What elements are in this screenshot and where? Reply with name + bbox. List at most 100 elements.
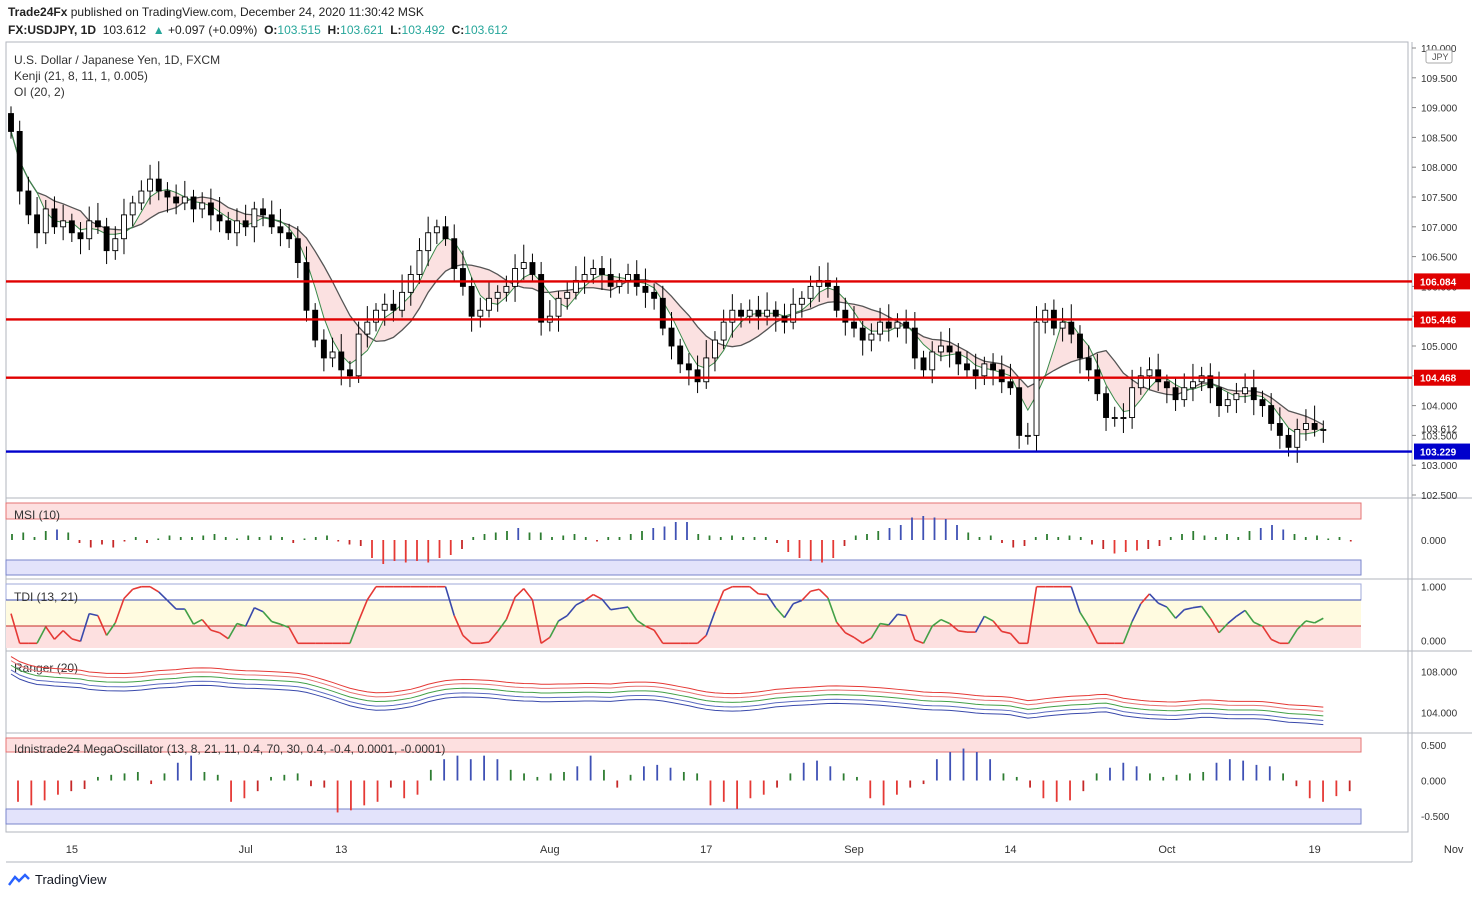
candle-body — [329, 351, 336, 359]
publisher-name[interactable]: Trade24Fx — [8, 5, 68, 19]
candle-body — [929, 351, 936, 371]
time-tick-label: Nov — [1444, 844, 1464, 856]
pane-tick-label: 0.000 — [1421, 536, 1446, 547]
tdi-line-segment — [123, 588, 134, 600]
candle-body — [138, 190, 145, 204]
tdi-line-segment — [1192, 605, 1202, 609]
candle-body — [25, 190, 32, 216]
symbol-label[interactable]: FX:USDJPY, 1D — [8, 23, 97, 37]
candle-body — [1207, 375, 1214, 389]
time-tick-label: 15 — [66, 844, 78, 856]
candle-body — [677, 345, 684, 365]
candle-body — [164, 190, 171, 198]
tdi-line-segment — [1079, 611, 1090, 627]
tdi-line-segment — [227, 623, 238, 640]
tdi-line-segment — [158, 591, 168, 602]
candle-body — [1094, 369, 1101, 395]
tdi-line-segment — [1305, 620, 1315, 624]
candle-body — [286, 232, 293, 240]
tdi-line-segment — [523, 588, 534, 601]
tdi-line-segment — [610, 607, 620, 611]
chart-labels: U.S. Dollar / Japanese Yen, 1D, FXCM Kenj… — [14, 53, 1464, 856]
tdi-line-segment — [836, 621, 846, 634]
pane-title: MSI (10) — [14, 508, 60, 522]
candle-body — [303, 262, 310, 311]
msi-pane[interactable]: MSI (10) — [5, 502, 1362, 576]
tdi-line-segment — [627, 606, 638, 621]
tdi-line-segment — [914, 639, 924, 645]
tdi-line-segment — [280, 623, 290, 629]
tdi-line-segment — [1166, 606, 1177, 619]
candle-body — [946, 345, 953, 353]
candle-body — [1129, 387, 1136, 418]
candle-body — [807, 285, 814, 299]
tdi-line-segment — [1287, 629, 1298, 644]
candle-body — [1181, 387, 1188, 401]
tdi-line-segment — [1235, 609, 1246, 617]
tdi-line-segment — [480, 641, 490, 645]
tdi-line-segment — [844, 632, 855, 639]
tdi-line-segment — [549, 620, 560, 638]
candle-body — [451, 238, 458, 269]
candle-body — [642, 285, 649, 293]
pane-tick-label: 104.000 — [1421, 709, 1458, 720]
pane-title: Idnistrade24 MegaOscillator (13, 8, 21, … — [14, 742, 445, 756]
currency-label: JPY — [1432, 52, 1449, 62]
tdi-line-segment — [783, 603, 794, 619]
candle-body — [581, 274, 588, 281]
candle-body — [51, 208, 58, 228]
candle-body — [1111, 417, 1118, 419]
candle-body — [320, 339, 327, 359]
price-tick-label: 103.000 — [1421, 461, 1458, 472]
pane-title: TDI (13, 21) — [14, 590, 78, 604]
candle-body — [112, 238, 119, 252]
tdi-line-segment — [105, 622, 116, 636]
tdi-line-segment — [645, 625, 655, 631]
candle-body — [685, 363, 692, 371]
ranger-pane[interactable]: Ranger (20) — [10, 656, 1324, 726]
price-pane[interactable] — [6, 106, 1412, 463]
footer-brand[interactable]: TradingView — [8, 872, 107, 887]
tdi-line-segment — [1227, 615, 1237, 625]
kenji-band — [11, 131, 1324, 434]
candle-body — [972, 369, 979, 377]
tdi-line-segment — [992, 620, 1003, 632]
tdi-line-segment — [931, 618, 942, 627]
tdi-line-segment — [601, 598, 612, 611]
tdi-pane[interactable]: TDI (13, 21) — [5, 583, 1362, 648]
publish-info: Trade24Fx published on TradingView.com, … — [8, 5, 424, 19]
time-tick-label: 14 — [1004, 844, 1016, 856]
candle-body — [260, 208, 266, 216]
tdi-line-segment — [1270, 638, 1281, 645]
tdi-line-segment — [1027, 586, 1038, 644]
candle-body — [1077, 333, 1083, 359]
candle-body — [468, 285, 475, 317]
tdi-line-segment — [53, 630, 64, 640]
tdi-line-segment — [244, 607, 256, 627]
candle-body — [720, 321, 727, 341]
mega-oscillator-pane[interactable]: Idnistrade24 MegaOscillator (13, 8, 21, … — [5, 737, 1362, 825]
candle-body — [1024, 434, 1031, 437]
candle-body — [1259, 399, 1266, 407]
tdi-line-segment — [575, 599, 585, 606]
candle-body — [981, 363, 988, 377]
price-axis[interactable]: 102.500103.000103.500104.000104.500105.0… — [1412, 44, 1470, 823]
candle-body — [738, 309, 744, 317]
price-tick-label: 107.000 — [1421, 223, 1458, 234]
tdi-line-segment — [514, 588, 525, 598]
tdi-upper-edge — [5, 583, 1362, 601]
brand-name: TradingView — [35, 872, 107, 887]
tdi-line-segment — [1148, 593, 1159, 604]
candle-body — [242, 220, 249, 228]
candle-body — [859, 327, 866, 341]
candle-body — [459, 268, 466, 287]
close-value: 103.612 — [464, 23, 508, 37]
candle-body — [937, 345, 944, 353]
candle-body — [903, 321, 910, 329]
candle-body — [216, 214, 223, 222]
mega-lower-zone — [5, 808, 1362, 825]
tdi-line-segment — [89, 612, 99, 617]
ranger-line — [10, 656, 1324, 708]
tdi-line-segment — [497, 619, 508, 632]
